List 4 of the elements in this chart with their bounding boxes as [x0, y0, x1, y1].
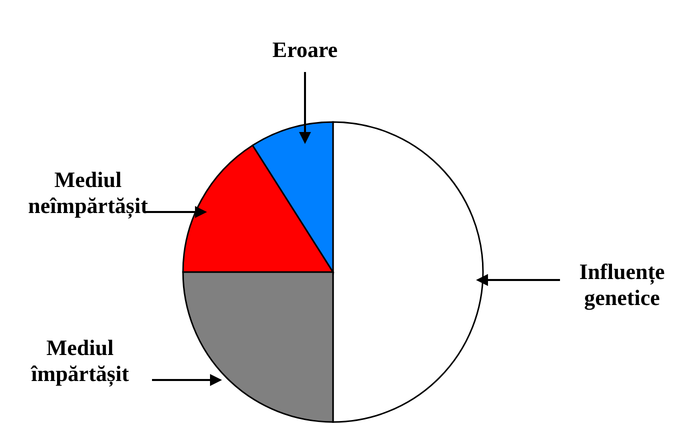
legend-label: Influențe genetice	[579, 259, 666, 310]
slice-label: Mediul împărtășit	[30, 335, 130, 387]
slice-label: Mediul neîmpărtășit	[28, 167, 149, 219]
slice-label: Eroare	[272, 37, 338, 62]
